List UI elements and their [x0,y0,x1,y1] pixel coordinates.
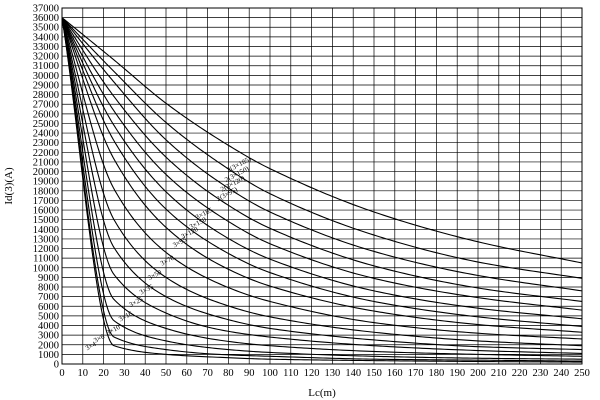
series-line [61,17,583,320]
y-tick-label: 1000 [38,350,59,361]
x-tick-label: 0 [59,368,64,379]
x-tick-label: 60 [182,368,193,379]
y-tick-label: 35000 [33,23,59,34]
y-tick-label: 23000 [33,138,59,149]
series-line [61,17,583,357]
y-tick-label: 7000 [38,292,59,303]
series-line [61,17,583,303]
y-tick-label: 6000 [38,302,59,313]
y-tick-label: 8000 [38,283,59,294]
x-tick-label: 170 [408,368,424,379]
y-tick-label: 28000 [33,90,59,101]
x-tick-label: 130 [325,368,341,379]
y-tick-label: 20000 [33,167,59,178]
y-tick-labels: 0100020003000400050006000700080009000100… [33,4,59,371]
y-tick-label: 18000 [33,186,59,197]
y-tick-label: 31000 [33,61,59,72]
y-tick-label: 5000 [38,311,59,322]
series-group [61,17,583,363]
x-tick-label: 110 [283,368,298,379]
x-tick-label: 180 [429,368,445,379]
x-tick-label: 250 [574,368,590,379]
series-line [61,17,583,264]
series-label: 3×25 [128,295,145,309]
y-tick-label: 10000 [33,263,59,274]
y-tick-label: 24000 [33,129,59,140]
x-tick-label: 230 [533,368,549,379]
series-line [61,17,583,328]
x-tick-labels: 0 10 20 30 40 50 60 70 80 90 100 110 120 130 140 150 160… [59,368,590,379]
y-tick-label: 34000 [33,32,59,43]
plot-frame [61,7,583,365]
series-line [61,17,583,340]
x-tick-label: 20 [98,368,109,379]
x-tick-label: 120 [304,368,320,379]
series-line [61,17,583,347]
y-tick-label: 12000 [33,244,59,255]
y-tick-label: 13000 [33,234,59,245]
series-line [61,17,583,362]
y-tick-label: 9000 [38,273,59,284]
x-tick-label: 70 [202,368,213,379]
y-axis-label: Id(3)(A) [3,167,15,205]
y-tick-label: 15000 [33,215,59,226]
y-tick-label: 33000 [33,42,59,53]
y-tick-label: 30000 [33,71,59,82]
y-tick-label: 22000 [33,148,59,159]
x-tick-label: 160 [387,368,403,379]
y-tick-label: 32000 [33,52,59,63]
y-tick-label: 25000 [33,119,59,130]
y-tick-label: 14000 [33,225,59,236]
x-tick-label: 140 [345,368,361,379]
x-tick-label: 40 [140,368,151,379]
x-tick-label: 90 [244,368,255,379]
series-label: 3×35 [138,282,155,296]
series-line [61,17,583,279]
x-axis-label: Lc(m) [308,387,336,399]
y-tick-label: 37000 [33,4,59,15]
x-tick-label: 150 [366,368,382,379]
y-tick-label: 0 [54,360,59,371]
x-tick-label: 220 [512,368,528,379]
series-line [61,17,583,354]
series-line [61,17,583,360]
x-tick-label: 30 [119,368,130,379]
series-label: 3×50 [147,268,164,282]
y-tick-label: 36000 [33,13,59,24]
x-tick-label: 240 [553,368,569,379]
grid [61,7,583,365]
y-tick-label: 26000 [33,109,59,120]
y-tick-label: 2000 [38,340,59,351]
y-tick-label: 29000 [33,80,59,91]
y-tick-label: 19000 [33,177,59,188]
y-tick-label: 11000 [33,254,59,265]
series-line [61,17,583,363]
series-line [61,17,583,351]
x-tick-label: 200 [470,368,486,379]
series-line [61,17,583,292]
series-line [61,17,583,311]
x-tick-label: 190 [449,368,465,379]
x-tick-label: 50 [161,368,172,379]
y-tick-label: 21000 [33,157,59,168]
series-label: 3×70 [159,254,176,268]
y-tick-label: 27000 [33,100,59,111]
y-tick-label: 17000 [33,196,59,207]
x-tick-label: 80 [223,368,234,379]
series-label: 3×16 [117,309,134,323]
x-tick-label: 100 [262,368,278,379]
y-tick-label: 3000 [38,331,59,342]
y-tick-label: 16000 [33,206,59,217]
series-line [61,17,583,333]
x-tick-label: 10 [78,368,89,379]
x-tick-label: 210 [491,368,507,379]
y-tick-label: 4000 [38,321,59,332]
